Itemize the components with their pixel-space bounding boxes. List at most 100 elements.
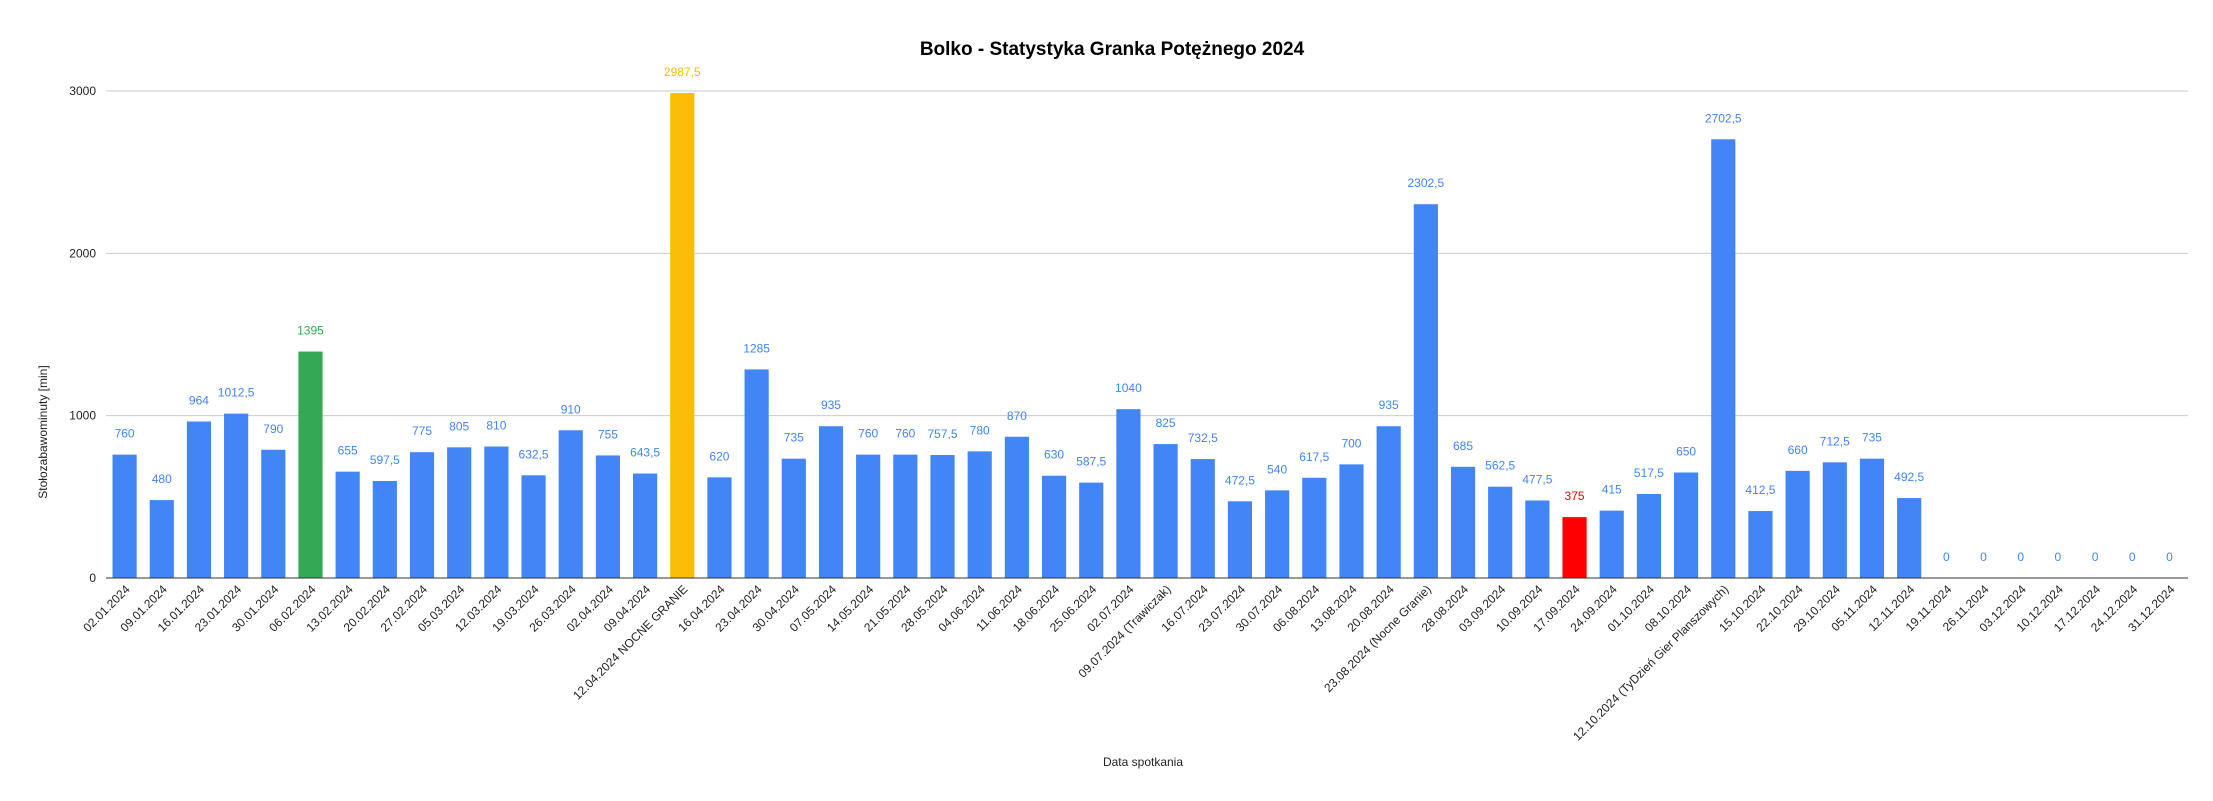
chart-title: Bolko - Statystyka Granka Potężnego 2024 <box>920 39 1305 60</box>
data-label: 632,5 <box>519 447 549 461</box>
data-label: 810 <box>486 419 506 433</box>
bar <box>335 471 360 578</box>
data-label: 760 <box>858 427 878 441</box>
bar <box>818 426 844 578</box>
y-tick-label: 1000 <box>69 409 96 423</box>
data-label: 2302,5 <box>1407 176 1444 190</box>
data-label: 0 <box>2055 550 2062 564</box>
data-label: 660 <box>1788 443 1808 457</box>
data-label: 643,5 <box>630 446 660 460</box>
bar <box>1153 444 1178 578</box>
data-label: 735 <box>1862 431 1882 445</box>
bar <box>521 475 546 578</box>
bar <box>112 454 137 578</box>
data-label: 735 <box>784 431 804 445</box>
bar <box>558 430 583 578</box>
data-label: 1040 <box>1115 381 1142 395</box>
data-label: 517,5 <box>1634 466 1664 480</box>
bar <box>670 93 695 578</box>
bar <box>893 454 918 578</box>
data-label: 755 <box>598 427 618 441</box>
bar <box>1450 466 1476 578</box>
bar <box>1674 472 1699 578</box>
data-label: 760 <box>895 427 915 441</box>
data-label: 964 <box>189 394 209 408</box>
data-label: 597,5 <box>370 453 400 467</box>
data-labels: 760 480 964 1012,5 790 1395 655 597,5 775 805 810 6… <box>115 65 2173 564</box>
data-label: 492,5 <box>1894 470 1924 484</box>
bar <box>967 451 992 578</box>
bar <box>372 481 397 578</box>
bar <box>1822 462 1847 578</box>
data-label: 540 <box>1267 462 1287 476</box>
y-axis-label: Stołozabawominuty [min] <box>36 365 50 498</box>
bar <box>261 449 286 578</box>
bar <box>1302 477 1327 578</box>
bars <box>112 93 1922 579</box>
data-label: 1012,5 <box>218 386 255 400</box>
data-label: 0 <box>2017 550 2024 564</box>
data-label: 780 <box>970 423 990 437</box>
data-label: 1395 <box>297 324 324 338</box>
bar <box>409 452 435 578</box>
bar <box>1599 510 1624 578</box>
data-label: 472,5 <box>1225 473 1255 487</box>
bar <box>149 500 174 578</box>
data-label: 870 <box>1007 409 1027 423</box>
bar <box>1711 139 1736 578</box>
bar <box>856 454 881 578</box>
data-label: 480 <box>152 472 172 486</box>
data-label: 0 <box>2092 550 2099 564</box>
bar <box>186 421 212 578</box>
data-label: 685 <box>1453 439 1473 453</box>
bar <box>1525 500 1550 578</box>
bar <box>633 473 658 578</box>
data-label: 825 <box>1156 416 1176 430</box>
data-label: 2987,5 <box>664 65 701 79</box>
data-label: 562,5 <box>1485 459 1515 473</box>
bar <box>1859 458 1885 578</box>
data-label: 935 <box>821 398 841 412</box>
data-label: 0 <box>2166 550 2173 564</box>
data-label: 805 <box>449 419 469 433</box>
data-label: 700 <box>1341 436 1361 450</box>
bar <box>1116 409 1141 578</box>
bar <box>1339 464 1364 578</box>
bar <box>224 413 249 578</box>
data-label: 477,5 <box>1522 472 1552 486</box>
data-label: 617,5 <box>1299 450 1329 464</box>
data-label: 790 <box>263 422 283 436</box>
x-axis-label: Data spotkania <box>1103 755 1183 769</box>
bar <box>447 447 472 578</box>
y-tick-label: 3000 <box>69 84 96 98</box>
data-label: 630 <box>1044 448 1064 462</box>
bar <box>1227 501 1253 578</box>
bar <box>1265 490 1290 578</box>
data-label: 757,5 <box>928 427 958 441</box>
gridlines <box>106 90 2188 417</box>
data-label: 712,5 <box>1820 434 1850 448</box>
bar <box>1041 475 1067 578</box>
data-label: 415 <box>1602 483 1622 497</box>
bar <box>1079 482 1104 578</box>
data-label: 732,5 <box>1188 431 1218 445</box>
data-label: 0 <box>1943 550 1950 564</box>
bar <box>1376 426 1401 578</box>
data-label: 587,5 <box>1076 455 1106 469</box>
bar <box>298 351 323 578</box>
bar <box>744 369 769 578</box>
data-label: 910 <box>561 402 581 416</box>
data-label: 0 <box>1980 550 1987 564</box>
bar <box>930 455 955 578</box>
data-label: 412,5 <box>1745 483 1775 497</box>
data-label: 0 <box>2129 550 2136 564</box>
bar <box>1785 470 1810 578</box>
data-label: 375 <box>1565 489 1585 503</box>
data-label: 760 <box>115 427 135 441</box>
y-tick-label: 0 <box>89 571 96 585</box>
x-axis-ticks: 02.01.202409.01.202416.01.202423.01.2024… <box>80 582 2177 744</box>
y-axis-ticks: 0 1000 2000 3000 <box>69 84 96 585</box>
bar <box>595 455 620 578</box>
